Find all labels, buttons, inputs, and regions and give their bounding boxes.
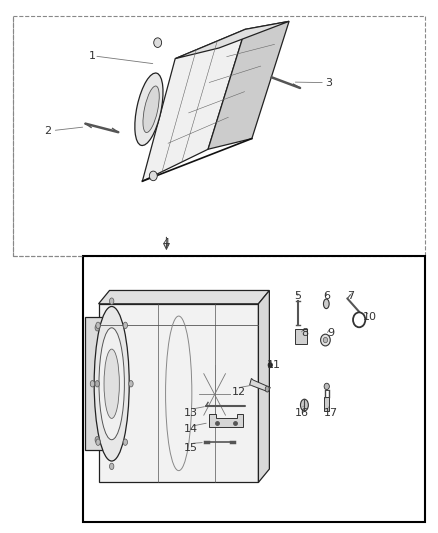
Text: 16: 16 <box>295 408 309 418</box>
Text: 15: 15 <box>184 443 198 453</box>
Ellipse shape <box>129 381 133 387</box>
Ellipse shape <box>321 334 330 346</box>
Polygon shape <box>258 290 269 482</box>
Polygon shape <box>209 414 243 427</box>
Ellipse shape <box>110 463 114 470</box>
Ellipse shape <box>96 322 100 328</box>
Polygon shape <box>175 21 289 59</box>
Polygon shape <box>99 304 258 482</box>
Polygon shape <box>99 290 269 304</box>
Text: 8: 8 <box>301 328 308 338</box>
Ellipse shape <box>300 399 308 411</box>
Ellipse shape <box>123 322 127 328</box>
Text: 17: 17 <box>324 408 338 418</box>
Polygon shape <box>324 397 329 411</box>
Text: 3: 3 <box>325 78 332 87</box>
Ellipse shape <box>323 299 329 309</box>
Bar <box>83 256 425 522</box>
Text: 6: 6 <box>323 291 330 301</box>
Ellipse shape <box>324 383 329 390</box>
Bar <box>85 317 110 450</box>
Ellipse shape <box>265 386 269 392</box>
Text: 10: 10 <box>363 312 377 322</box>
Ellipse shape <box>149 171 157 181</box>
Polygon shape <box>250 378 270 392</box>
Text: 9: 9 <box>327 328 334 338</box>
Ellipse shape <box>95 381 99 387</box>
Ellipse shape <box>95 437 99 443</box>
Text: 12: 12 <box>232 387 246 397</box>
Polygon shape <box>208 21 289 149</box>
Text: 14: 14 <box>184 424 198 434</box>
Ellipse shape <box>323 337 328 343</box>
Text: 13: 13 <box>184 408 198 418</box>
Text: 2: 2 <box>45 126 52 135</box>
Text: 11: 11 <box>267 360 281 370</box>
Bar <box>13 16 425 256</box>
Ellipse shape <box>104 349 119 418</box>
Ellipse shape <box>95 325 99 331</box>
Bar <box>295 329 307 344</box>
Ellipse shape <box>96 439 100 446</box>
Ellipse shape <box>268 362 272 368</box>
Text: 1: 1 <box>88 51 95 61</box>
Ellipse shape <box>99 328 124 440</box>
Text: 7: 7 <box>347 291 354 301</box>
Polygon shape <box>142 29 245 181</box>
Ellipse shape <box>90 381 95 387</box>
Text: 5: 5 <box>294 291 301 301</box>
Ellipse shape <box>110 298 114 304</box>
Ellipse shape <box>94 306 129 461</box>
Ellipse shape <box>154 38 162 47</box>
Ellipse shape <box>135 73 163 146</box>
Ellipse shape <box>143 86 159 133</box>
Ellipse shape <box>123 439 127 446</box>
Text: 4: 4 <box>163 238 170 247</box>
